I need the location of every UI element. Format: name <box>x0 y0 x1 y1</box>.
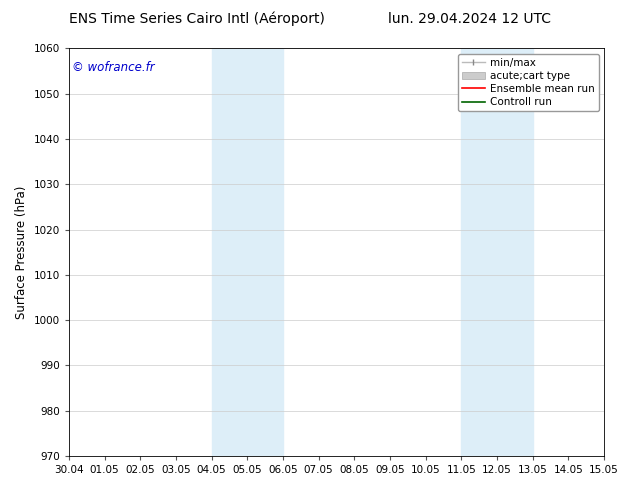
Legend: min/max, acute;cart type, Ensemble mean run, Controll run: min/max, acute;cart type, Ensemble mean … <box>458 53 599 111</box>
Bar <box>212 49 283 456</box>
Text: © wofrance.fr: © wofrance.fr <box>72 61 154 74</box>
Text: lun. 29.04.2024 12 UTC: lun. 29.04.2024 12 UTC <box>387 12 551 26</box>
Y-axis label: Surface Pressure (hPa): Surface Pressure (hPa) <box>15 186 28 319</box>
Bar <box>462 49 533 456</box>
Text: ENS Time Series Cairo Intl (Aéroport): ENS Time Series Cairo Intl (Aéroport) <box>68 12 325 26</box>
